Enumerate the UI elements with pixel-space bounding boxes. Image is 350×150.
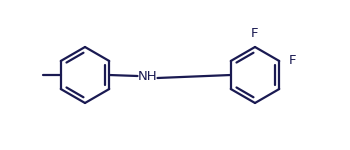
Text: F: F <box>289 54 297 66</box>
Text: F: F <box>251 27 259 40</box>
Text: NH: NH <box>138 70 157 84</box>
